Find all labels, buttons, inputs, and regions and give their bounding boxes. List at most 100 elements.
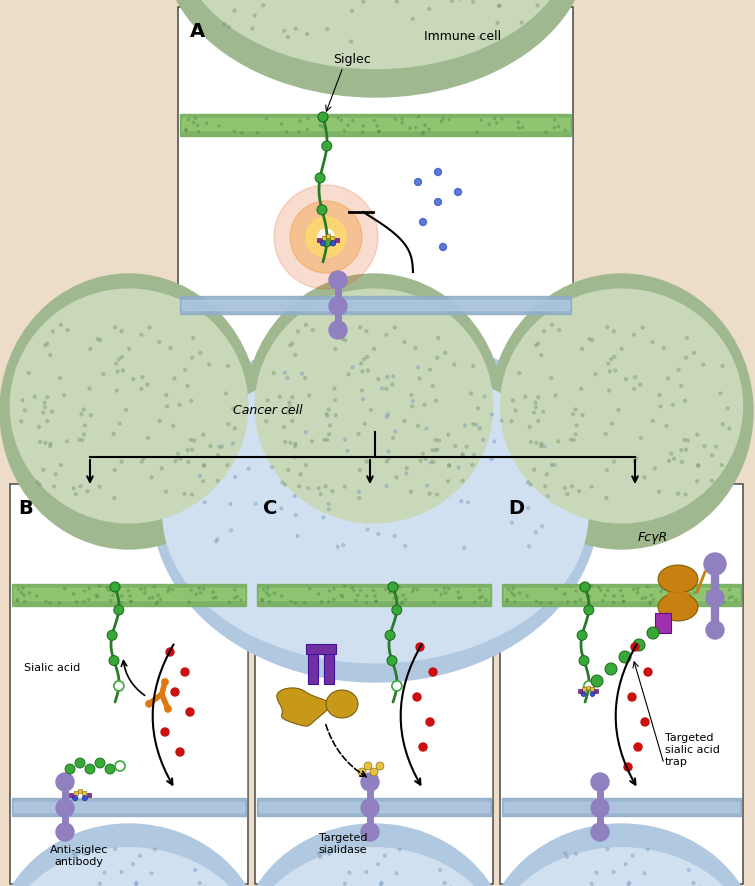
Circle shape xyxy=(233,10,236,13)
Circle shape xyxy=(605,497,608,500)
Circle shape xyxy=(254,502,257,506)
Circle shape xyxy=(520,22,523,25)
Circle shape xyxy=(36,481,39,485)
Circle shape xyxy=(444,592,447,595)
Circle shape xyxy=(495,122,498,125)
Circle shape xyxy=(322,517,325,519)
Circle shape xyxy=(230,529,233,532)
Circle shape xyxy=(148,327,151,330)
Circle shape xyxy=(178,404,181,407)
Circle shape xyxy=(541,525,544,528)
Circle shape xyxy=(297,131,300,134)
Circle shape xyxy=(132,378,135,381)
Circle shape xyxy=(652,598,655,601)
Circle shape xyxy=(591,799,609,817)
Ellipse shape xyxy=(483,824,755,886)
Circle shape xyxy=(387,413,390,416)
Circle shape xyxy=(435,34,438,37)
Circle shape xyxy=(384,588,387,591)
Circle shape xyxy=(348,871,351,874)
Circle shape xyxy=(641,327,644,330)
Circle shape xyxy=(291,396,294,400)
Circle shape xyxy=(378,131,380,134)
Circle shape xyxy=(393,327,396,330)
Circle shape xyxy=(591,773,609,791)
Circle shape xyxy=(229,503,232,506)
Circle shape xyxy=(673,458,676,461)
Circle shape xyxy=(436,338,439,340)
Circle shape xyxy=(621,595,624,597)
Circle shape xyxy=(667,377,670,381)
Circle shape xyxy=(318,851,321,855)
Circle shape xyxy=(378,131,381,133)
Circle shape xyxy=(337,118,339,120)
Circle shape xyxy=(490,414,493,416)
Circle shape xyxy=(528,545,531,548)
Circle shape xyxy=(463,547,466,549)
Circle shape xyxy=(411,400,414,403)
Circle shape xyxy=(53,486,56,488)
Circle shape xyxy=(386,416,389,419)
Circle shape xyxy=(227,424,230,426)
Circle shape xyxy=(424,125,426,128)
Circle shape xyxy=(190,494,193,496)
Circle shape xyxy=(362,126,365,128)
Circle shape xyxy=(341,338,344,341)
Circle shape xyxy=(60,464,63,467)
Text: Anti-siglec
antibody: Anti-siglec antibody xyxy=(50,844,109,866)
Circle shape xyxy=(665,424,668,428)
Circle shape xyxy=(405,598,407,601)
Circle shape xyxy=(109,600,112,602)
Circle shape xyxy=(706,621,724,640)
Polygon shape xyxy=(658,594,698,621)
Circle shape xyxy=(483,395,486,399)
Circle shape xyxy=(392,605,402,615)
Circle shape xyxy=(195,118,197,120)
Ellipse shape xyxy=(0,824,264,886)
Circle shape xyxy=(236,595,239,598)
Circle shape xyxy=(580,582,590,593)
Circle shape xyxy=(461,453,464,456)
Circle shape xyxy=(241,132,243,135)
Circle shape xyxy=(472,365,475,368)
Circle shape xyxy=(307,129,309,132)
Circle shape xyxy=(370,768,378,776)
Circle shape xyxy=(574,433,577,437)
Circle shape xyxy=(273,592,276,595)
Circle shape xyxy=(49,602,51,604)
Circle shape xyxy=(227,27,230,29)
Circle shape xyxy=(293,495,296,498)
Ellipse shape xyxy=(501,290,742,524)
Circle shape xyxy=(634,743,642,751)
Circle shape xyxy=(604,433,607,436)
Circle shape xyxy=(320,241,325,247)
Circle shape xyxy=(565,856,569,859)
Circle shape xyxy=(116,370,119,374)
Text: Sialic acid: Sialic acid xyxy=(24,662,80,672)
Circle shape xyxy=(389,587,391,590)
Circle shape xyxy=(95,758,105,768)
Ellipse shape xyxy=(490,275,753,549)
Circle shape xyxy=(350,41,353,44)
Circle shape xyxy=(686,338,689,340)
Circle shape xyxy=(307,487,310,490)
Circle shape xyxy=(115,362,118,366)
Ellipse shape xyxy=(245,848,503,886)
Circle shape xyxy=(266,400,269,402)
Circle shape xyxy=(202,588,205,590)
Circle shape xyxy=(74,856,77,859)
Circle shape xyxy=(186,461,190,464)
Circle shape xyxy=(280,124,283,126)
Circle shape xyxy=(676,493,680,496)
Circle shape xyxy=(152,596,154,599)
Circle shape xyxy=(344,439,347,442)
Circle shape xyxy=(362,1,365,4)
Circle shape xyxy=(631,643,639,651)
Circle shape xyxy=(606,589,609,592)
Circle shape xyxy=(120,602,122,604)
Circle shape xyxy=(623,601,625,602)
Circle shape xyxy=(257,132,259,135)
Circle shape xyxy=(685,448,688,452)
Circle shape xyxy=(729,597,731,599)
Circle shape xyxy=(16,600,18,602)
